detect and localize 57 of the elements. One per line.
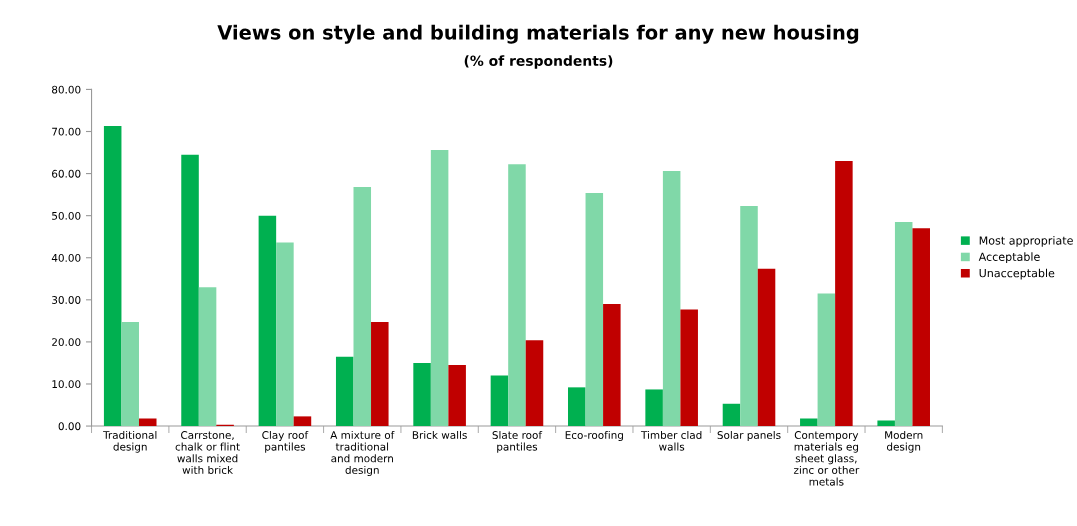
y-tick-label: 30.00: [52, 296, 81, 304]
bar: [525, 340, 544, 427]
bar: [508, 164, 526, 427]
bar: [198, 287, 217, 427]
bar: [912, 228, 930, 427]
bar: [353, 187, 372, 427]
bar: [103, 126, 122, 427]
y-tick-label: 40.00: [51, 253, 81, 262]
bar: [430, 150, 449, 427]
x-tick-label: Contempory materials eg sheet glass, zinc or other metals: [793, 431, 860, 486]
x-tick-label: Timber clad walls: [640, 430, 702, 451]
x-tick-label: Solar panels: [717, 430, 781, 441]
legend-label: Most appropriate: [979, 236, 1073, 247]
bar: [835, 160, 853, 427]
chart-title: Views on style and building materials for any new housing: [217, 24, 859, 44]
bar: [603, 304, 621, 427]
bar: [877, 420, 895, 427]
x-tick-label: Clay roof pantiles: [262, 430, 309, 453]
y-tick-label: 50.00: [52, 211, 81, 220]
bar: [258, 215, 277, 427]
bar: [800, 418, 818, 427]
bar: [413, 362, 431, 427]
legend-label: Acceptable: [978, 252, 1040, 264]
x-tick-label: Brick walls: [412, 430, 467, 439]
bar: [568, 387, 586, 427]
bar: [335, 356, 354, 427]
chart-subtitle: (% of respondents): [464, 55, 613, 69]
x-tick-label: Traditional design: [103, 430, 157, 453]
y-tick-label: 10.00: [52, 380, 81, 389]
bar: [817, 293, 836, 427]
bar: [276, 242, 294, 427]
bar: [121, 322, 139, 427]
bar: [740, 205, 758, 427]
bar: [757, 268, 776, 427]
bar: [662, 171, 681, 427]
x-tick-label: A mixture of traditional and modern design: [330, 430, 395, 476]
bar: [680, 309, 698, 427]
y-tick-label: 0.00: [58, 422, 81, 431]
y-tick-label: 20.00: [52, 338, 81, 347]
x-tick-label: Carrstone, chalk or flint walls mixed with brick: [175, 431, 240, 474]
bar: [894, 221, 913, 427]
y-tick-label: 70.00: [52, 127, 81, 136]
bar: [585, 192, 604, 427]
x-tick-label: Modern design: [885, 430, 923, 453]
bar: [645, 389, 663, 427]
y-tick-label: 80.00: [52, 85, 81, 94]
bar: [138, 418, 157, 427]
bar: [181, 154, 199, 427]
x-tick-label: Slate roof pantiles: [492, 430, 543, 453]
bar: [293, 416, 312, 427]
bar: [490, 375, 509, 427]
y-tick-label: 60.00: [52, 169, 81, 178]
bar: [722, 403, 741, 427]
x-tick-label: Eco-roofing: [565, 430, 623, 441]
legend-label: Unacceptable: [979, 268, 1055, 280]
bar: [448, 365, 466, 427]
bar: [371, 322, 389, 427]
